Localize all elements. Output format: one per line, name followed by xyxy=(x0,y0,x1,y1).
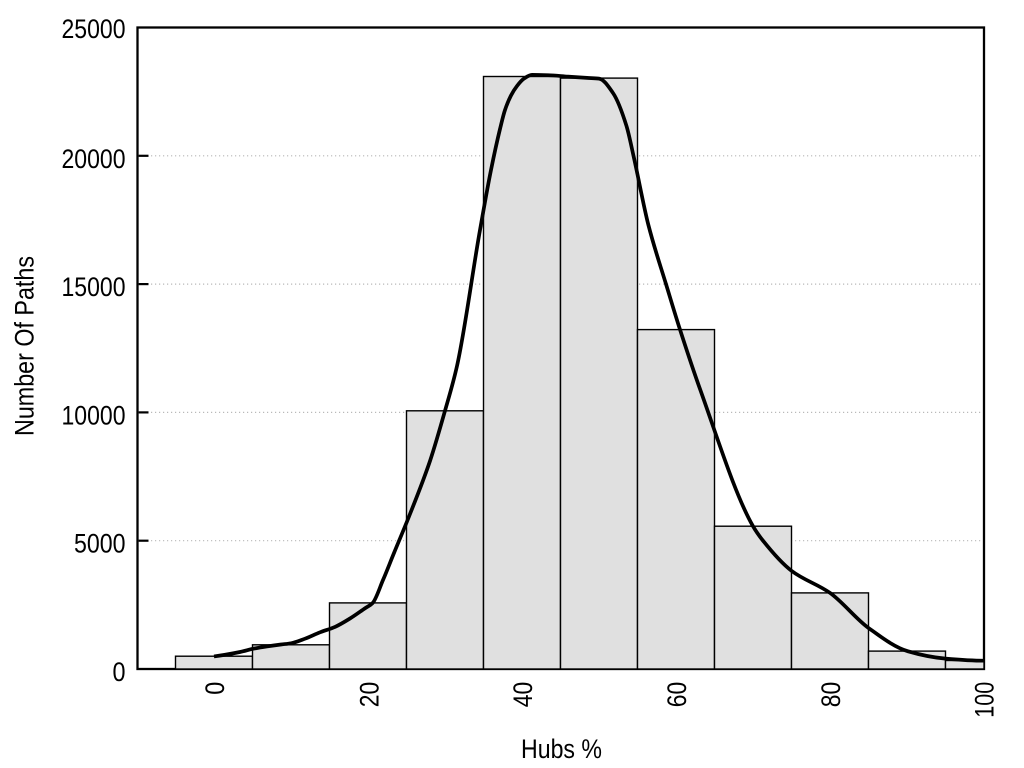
svg-text:0: 0 xyxy=(113,657,126,687)
svg-text:60: 60 xyxy=(662,682,692,708)
svg-text:25000: 25000 xyxy=(62,14,126,44)
svg-text:20: 20 xyxy=(354,682,384,708)
svg-text:20000: 20000 xyxy=(62,144,126,174)
svg-text:0: 0 xyxy=(200,682,230,695)
svg-text:40: 40 xyxy=(508,682,538,708)
svg-text:80: 80 xyxy=(816,682,846,708)
svg-text:10000: 10000 xyxy=(62,400,126,430)
svg-text:100: 100 xyxy=(969,682,999,718)
svg-text:5000: 5000 xyxy=(74,529,126,559)
svg-text:Number Of Paths: Number Of Paths xyxy=(10,256,40,436)
svg-text:Hubs %: Hubs % xyxy=(521,734,602,764)
svg-text:15000: 15000 xyxy=(62,272,126,302)
